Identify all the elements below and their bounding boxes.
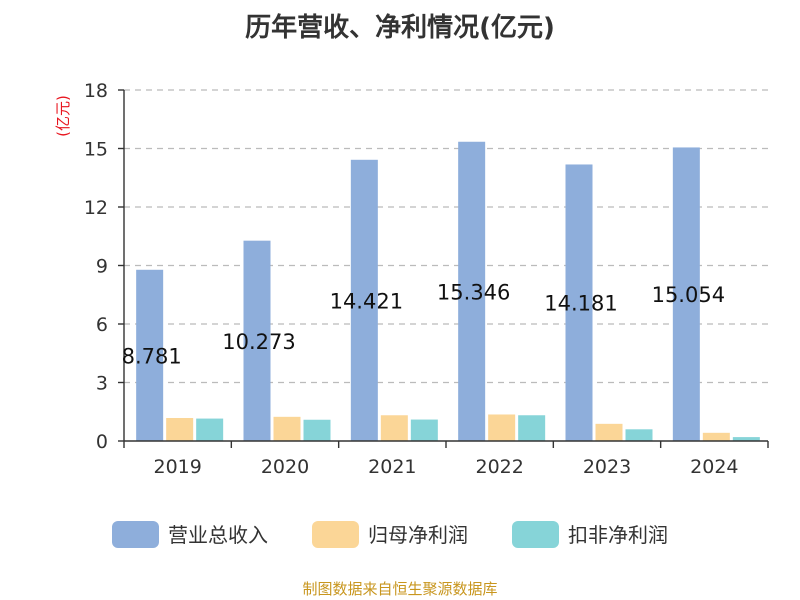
x-tick-label: 2021 (368, 456, 416, 478)
data-labels: 8.781 10.273 14.421 15.346 14.181 15.054 (122, 280, 725, 368)
bar-0-2023 (565, 164, 593, 441)
data-label: 14.421 (330, 289, 403, 313)
bar-1-2021 (380, 415, 408, 441)
bar-2-2022 (518, 415, 546, 441)
bar-0-2024 (672, 147, 700, 441)
y-tick-label: 15 (84, 139, 108, 161)
bar-1-2019 (166, 417, 194, 441)
x-tick-label: 2024 (690, 456, 738, 478)
data-label: 14.181 (544, 292, 617, 316)
bar-2-2021 (410, 419, 438, 441)
legend-swatch (112, 521, 159, 548)
y-tick-label: 6 (96, 314, 108, 336)
data-label: 8.781 (122, 344, 182, 368)
bar-0-2021 (350, 159, 378, 441)
bar-0-2020 (243, 240, 271, 441)
x-tick-label: 2019 (153, 456, 201, 478)
x-tick-label: 2022 (475, 456, 523, 478)
x-tick-label: 2023 (583, 456, 631, 478)
legend-label: 归母净利润 (368, 523, 468, 547)
bars (136, 141, 760, 442)
y-axis-label: (亿元) (54, 95, 72, 137)
axes: 0 3 6 9 12 15 18 2019 2020 2021 2022 2023 2024 (84, 80, 769, 478)
bar-2-2023 (625, 429, 653, 441)
bar-2-2019 (196, 418, 224, 441)
legend[interactable]: 营业总收入 归母净利润 扣非净利润 (112, 521, 668, 548)
legend-swatch (512, 521, 559, 548)
y-tick-label: 3 (96, 373, 108, 395)
y-tick-label: 0 (96, 431, 108, 453)
y-tick-label: 9 (96, 256, 108, 278)
bar-2-2020 (303, 419, 331, 441)
legend-label: 扣非净利润 (568, 523, 668, 547)
bar-1-2024 (702, 432, 730, 441)
legend-item-0[interactable]: 营业总收入 (112, 521, 268, 548)
legend-swatch (312, 521, 359, 548)
bar-1-2020 (273, 416, 301, 441)
data-label: 10.273 (222, 330, 295, 354)
bar-0-2019 (136, 269, 164, 441)
source-note: 制图数据来自恒生聚源数据库 (302, 580, 497, 598)
bar-2-2024 (732, 437, 760, 441)
legend-item-2[interactable]: 扣非净利润 (512, 521, 668, 548)
chart-title: 历年营收、净利情况(亿元) (245, 12, 555, 43)
x-tick-label: 2020 (261, 456, 309, 478)
data-label: 15.346 (437, 280, 510, 304)
y-tick-label: 18 (84, 80, 108, 102)
legend-label: 营业总收入 (168, 523, 268, 547)
y-tick-label: 12 (84, 197, 108, 219)
bar-1-2022 (488, 414, 516, 441)
bar-1-2023 (595, 423, 623, 441)
data-label: 15.054 (652, 283, 725, 307)
legend-item-1[interactable]: 归母净利润 (312, 521, 468, 548)
bar-0-2022 (458, 141, 486, 442)
gridlines (124, 89, 768, 384)
